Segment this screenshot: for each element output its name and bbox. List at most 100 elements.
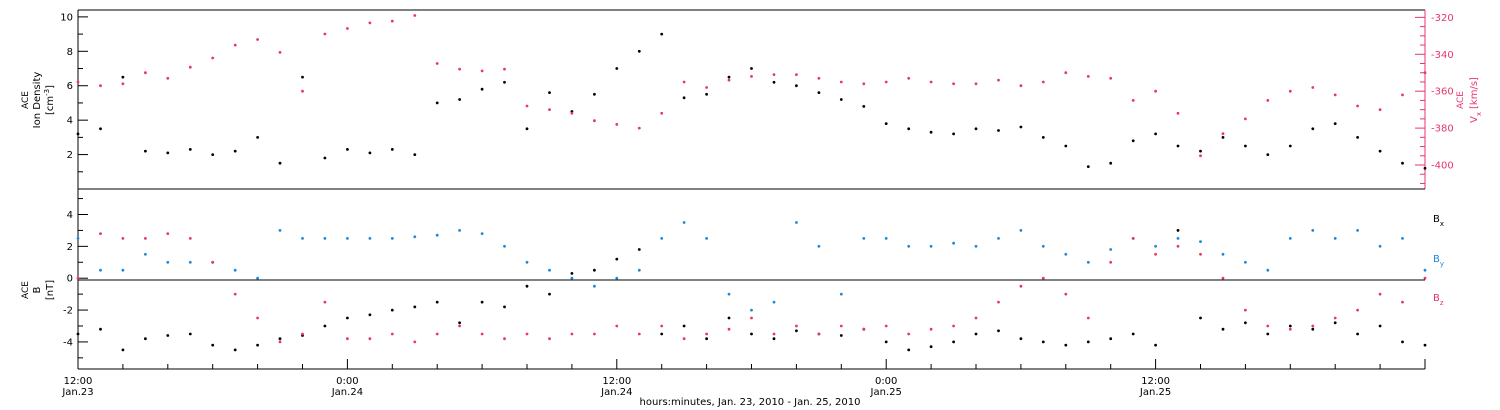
by-point [997,237,1000,240]
x-axis-ticks: 12:00Jan.230:00Jan.2412:00Jan.240:00Jan.… [61,359,1426,398]
vx-point [480,69,484,73]
ion-density-point [1378,149,1382,153]
by-point [637,268,641,272]
vx-point [211,56,215,60]
ion-density-point [458,98,461,101]
bx-point [839,334,843,337]
vx-point [1401,93,1404,97]
x-tick-date-label: Jan.23 [61,387,93,398]
ion-density-point [480,87,484,91]
bz-point [144,237,147,240]
bx-point [1311,327,1315,331]
ion-density-point [166,151,170,155]
by-point [570,276,574,280]
bz-point [727,327,731,331]
by-point [615,276,619,280]
bottom-panel: -4 -2 0 2 4 ACE B [nT] Bx By Bz [21,189,1444,369]
bz-point [750,316,753,320]
bottom-ylabel-quantity: B [32,286,43,293]
by-point [503,244,506,248]
by-point [323,237,327,240]
bx-point [1266,332,1270,336]
top-left-tick-label: 8 [67,47,73,58]
by-point [256,276,259,280]
ion-density-point [1266,153,1270,157]
ion-density-point [99,127,102,131]
ion-density-point [525,127,529,131]
vx-point [1333,93,1337,97]
vx-point [503,67,506,71]
bz-point [1356,308,1359,312]
x-axis: 12:00Jan.230:00Jan.2412:00Jan.240:00Jan.… [61,359,1426,408]
bz-point [682,337,686,341]
bz-point [503,337,506,341]
ion-density-point [1109,161,1113,165]
top-ylabel-unit-close: ] [45,85,56,89]
ion-density-point [368,151,372,155]
bz-point [121,237,125,240]
ion-density-point [1019,125,1023,129]
bx-point [1064,343,1068,347]
bz-point [1423,276,1427,280]
by-point [144,252,147,256]
bx-point [458,321,461,325]
ion-density-point [593,92,596,96]
bx-point [323,324,327,328]
ion-density-point [1311,127,1315,131]
by-point [1266,268,1270,272]
vx-point [1378,108,1382,111]
top-panel: 2 4 6 8 10 -320 -340 -360 -380 -400 ACE Ion Dens… [21,9,1483,189]
vx-point [413,14,417,17]
top-right-ylabel-quantity: V [1469,116,1480,123]
ion-density-point [907,127,911,131]
ion-density-point [1333,122,1337,125]
bz-point [974,316,978,320]
vx-point [121,82,125,86]
vx-point [1176,111,1180,115]
bz-point [435,332,439,336]
by-point [593,284,596,288]
bz-point [480,332,484,336]
bz-point [188,237,192,240]
by-point [1154,244,1157,248]
by-point [458,229,461,232]
ion-density-point [76,132,80,136]
ion-density-point [884,122,888,125]
vx-point [1199,154,1202,158]
vx-point [570,111,574,115]
vx-point [1288,89,1292,93]
bx-point [570,272,574,275]
top-right-tick-label: -400 [1431,161,1454,172]
by-point [727,292,731,296]
top-ylabel-unit-exponent: -3 [43,89,51,96]
vx-point [997,78,1000,82]
legend-bz-sub: z [1440,299,1444,307]
ion-density-point [278,161,282,165]
by-point [1311,229,1315,232]
top-right-ylabel-unit: [km/s] [1469,77,1480,109]
vx-point [435,62,439,65]
x-tick-date-label: Jan.24 [331,387,363,398]
bz-point [705,332,708,336]
vx-point [390,19,394,23]
x-tick-time-label: 0:00 [336,376,358,387]
bx-point [390,308,394,312]
vx-point [817,76,821,80]
bx-point [480,300,484,304]
by-point [99,268,102,272]
by-point [1288,237,1292,240]
bz-point [1401,300,1404,304]
by-point [548,268,551,272]
legend-bx-sub: x [1440,220,1444,228]
bx-point [1244,321,1247,325]
bx-point [907,348,911,352]
vx-point [750,75,753,78]
by-point [705,237,708,240]
by-point [1378,244,1382,248]
ion-density-point [1154,132,1157,136]
by-point [795,221,798,224]
bz-point [772,332,776,336]
vx-point [839,80,843,84]
bx-point [750,332,753,336]
by-point [1109,248,1113,251]
